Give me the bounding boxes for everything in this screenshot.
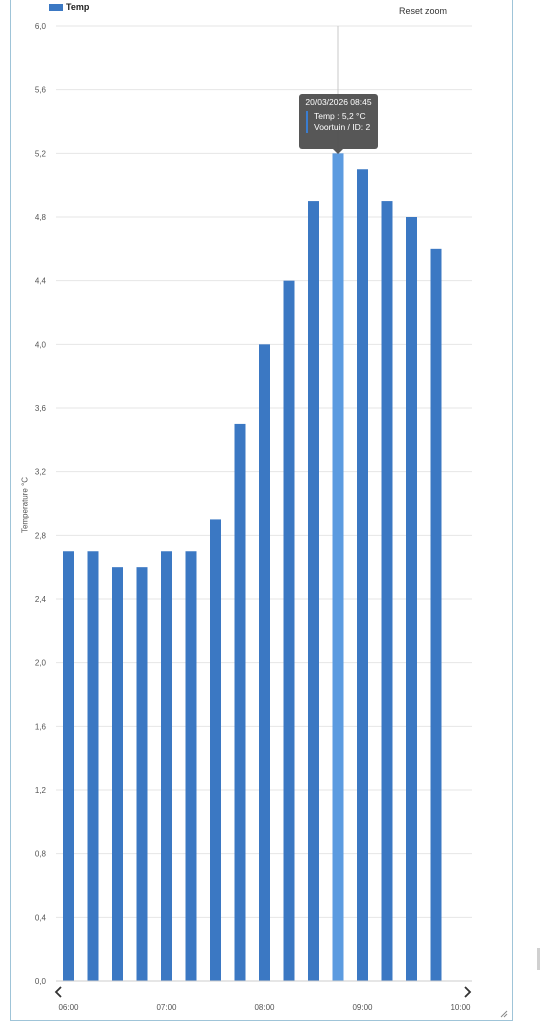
bar[interactable] (332, 153, 344, 982)
tooltip-temp: Temp : 5,2 °C (314, 111, 366, 121)
y-tick-label: 4,0 (35, 340, 47, 349)
y-tick-label: 4,4 (35, 277, 47, 286)
tooltip-body: Temp : 5,2 °C Voortuin / ID: 2 (306, 111, 373, 133)
tooltip-title: 20/03/2026 08:45 (305, 97, 372, 107)
tooltip-caret (333, 149, 343, 154)
y-tick-label: 3,2 (35, 468, 47, 477)
legend-swatch (49, 3, 63, 11)
bar[interactable] (136, 567, 148, 981)
bar[interactable] (259, 344, 270, 981)
bar[interactable] (112, 567, 123, 981)
y-tick-label: 5,6 (35, 86, 47, 95)
bar[interactable] (406, 217, 417, 981)
tooltip-sensor: Voortuin / ID: 2 (314, 122, 371, 132)
reset-zoom-button[interactable]: Reset zoom (383, 2, 463, 20)
bar[interactable] (63, 551, 74, 981)
x-tick-label: 08:00 (254, 1003, 275, 1012)
y-tick-label: 2,4 (35, 595, 47, 604)
bar[interactable] (308, 201, 319, 982)
y-tick-label: 6,0 (35, 22, 47, 31)
bar[interactable] (381, 201, 393, 982)
bar[interactable] (161, 551, 172, 981)
y-tick-label: 0,4 (35, 913, 47, 922)
y-tick-label: 1,2 (35, 786, 47, 795)
x-tick-label: 10:00 (450, 1003, 471, 1012)
bar[interactable] (234, 423, 246, 982)
chart-tooltip: 20/03/2026 08:45 Temp : 5,2 °C Voortuin … (299, 94, 378, 149)
y-tick-label: 3,6 (35, 404, 47, 413)
y-tick-label: 0,0 (35, 977, 47, 986)
bar[interactable] (283, 280, 295, 982)
y-tick-label: 2,0 (35, 659, 47, 668)
chevron-right-icon[interactable] (461, 986, 473, 998)
y-tick-label: 5,2 (35, 149, 47, 158)
y-tick-label: 1,6 (35, 722, 47, 731)
edge-divider (537, 948, 540, 970)
bar[interactable] (87, 551, 99, 981)
x-tick-label: 07:00 (156, 1003, 177, 1012)
chevron-left-icon[interactable] (53, 986, 65, 998)
chart-legend[interactable]: Temp (49, 2, 89, 12)
bar[interactable] (430, 248, 442, 982)
x-tick-label: 09:00 (352, 1003, 373, 1012)
bar[interactable] (185, 551, 197, 981)
bar[interactable] (357, 169, 368, 981)
x-tick-label: 06:00 (58, 1003, 79, 1012)
bar[interactable] (210, 519, 221, 981)
y-tick-label: 4,8 (35, 213, 47, 222)
resize-grip-icon[interactable] (500, 1010, 508, 1018)
y-tick-label: 2,8 (35, 531, 47, 540)
y-tick-label: 0,8 (35, 850, 47, 859)
legend-label: Temp (66, 2, 90, 12)
